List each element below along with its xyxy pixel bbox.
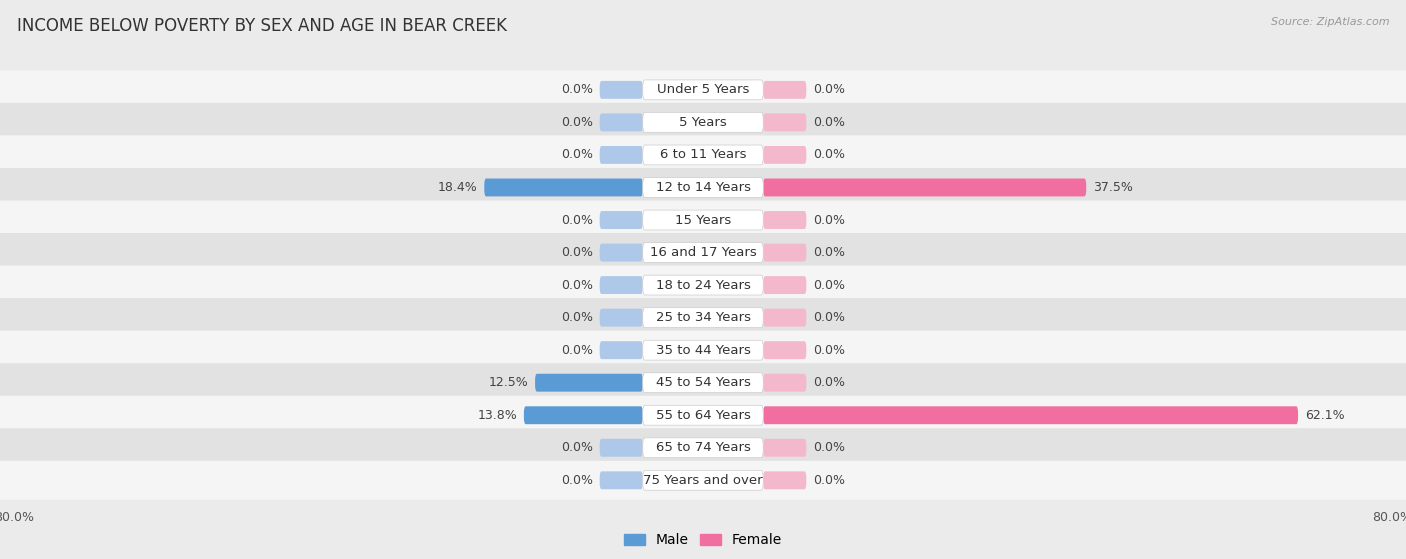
FancyBboxPatch shape: [763, 244, 807, 262]
FancyBboxPatch shape: [643, 438, 763, 458]
Text: 0.0%: 0.0%: [561, 246, 593, 259]
FancyBboxPatch shape: [599, 113, 643, 131]
FancyBboxPatch shape: [599, 81, 643, 99]
FancyBboxPatch shape: [599, 211, 643, 229]
FancyBboxPatch shape: [599, 439, 643, 457]
Text: 13.8%: 13.8%: [477, 409, 517, 421]
FancyBboxPatch shape: [536, 374, 643, 392]
Text: 5 Years: 5 Years: [679, 116, 727, 129]
Text: 0.0%: 0.0%: [813, 278, 845, 292]
FancyBboxPatch shape: [599, 244, 643, 262]
Text: 15 Years: 15 Years: [675, 214, 731, 226]
FancyBboxPatch shape: [643, 275, 763, 295]
FancyBboxPatch shape: [0, 168, 1406, 207]
FancyBboxPatch shape: [0, 201, 1406, 240]
Text: 0.0%: 0.0%: [813, 214, 845, 226]
FancyBboxPatch shape: [643, 210, 763, 230]
Text: 0.0%: 0.0%: [561, 214, 593, 226]
Text: 0.0%: 0.0%: [813, 116, 845, 129]
Text: Source: ZipAtlas.com: Source: ZipAtlas.com: [1271, 17, 1389, 27]
Text: 0.0%: 0.0%: [813, 376, 845, 389]
Text: 12.5%: 12.5%: [488, 376, 529, 389]
Text: 6 to 11 Years: 6 to 11 Years: [659, 149, 747, 162]
Text: 0.0%: 0.0%: [561, 344, 593, 357]
FancyBboxPatch shape: [599, 471, 643, 489]
FancyBboxPatch shape: [643, 373, 763, 392]
Legend: Male, Female: Male, Female: [619, 528, 787, 553]
Text: 45 to 54 Years: 45 to 54 Years: [655, 376, 751, 389]
FancyBboxPatch shape: [643, 340, 763, 360]
Text: 16 and 17 Years: 16 and 17 Years: [650, 246, 756, 259]
Text: 12 to 14 Years: 12 to 14 Years: [655, 181, 751, 194]
Text: 37.5%: 37.5%: [1092, 181, 1133, 194]
Text: 0.0%: 0.0%: [561, 474, 593, 487]
Text: 0.0%: 0.0%: [561, 116, 593, 129]
Text: 0.0%: 0.0%: [561, 441, 593, 454]
Text: 0.0%: 0.0%: [561, 149, 593, 162]
FancyBboxPatch shape: [0, 363, 1406, 402]
FancyBboxPatch shape: [599, 276, 643, 294]
FancyBboxPatch shape: [763, 406, 1298, 424]
Text: 18 to 24 Years: 18 to 24 Years: [655, 278, 751, 292]
FancyBboxPatch shape: [763, 471, 807, 489]
FancyBboxPatch shape: [763, 81, 807, 99]
FancyBboxPatch shape: [643, 307, 763, 328]
Text: 0.0%: 0.0%: [813, 246, 845, 259]
Text: 0.0%: 0.0%: [813, 149, 845, 162]
FancyBboxPatch shape: [643, 145, 763, 165]
FancyBboxPatch shape: [643, 471, 763, 490]
Text: INCOME BELOW POVERTY BY SEX AND AGE IN BEAR CREEK: INCOME BELOW POVERTY BY SEX AND AGE IN B…: [17, 17, 508, 35]
Text: Under 5 Years: Under 5 Years: [657, 83, 749, 96]
FancyBboxPatch shape: [599, 146, 643, 164]
FancyBboxPatch shape: [763, 146, 807, 164]
FancyBboxPatch shape: [0, 266, 1406, 305]
Text: 75 Years and over: 75 Years and over: [643, 474, 763, 487]
Text: 0.0%: 0.0%: [813, 311, 845, 324]
FancyBboxPatch shape: [643, 80, 763, 100]
FancyBboxPatch shape: [763, 374, 807, 392]
FancyBboxPatch shape: [0, 103, 1406, 142]
FancyBboxPatch shape: [0, 396, 1406, 435]
FancyBboxPatch shape: [0, 233, 1406, 272]
FancyBboxPatch shape: [0, 461, 1406, 500]
FancyBboxPatch shape: [599, 341, 643, 359]
FancyBboxPatch shape: [763, 309, 807, 326]
Text: 0.0%: 0.0%: [561, 311, 593, 324]
Text: 62.1%: 62.1%: [1305, 409, 1344, 421]
Text: 25 to 34 Years: 25 to 34 Years: [655, 311, 751, 324]
FancyBboxPatch shape: [643, 178, 763, 197]
Text: 65 to 74 Years: 65 to 74 Years: [655, 441, 751, 454]
FancyBboxPatch shape: [599, 309, 643, 326]
FancyBboxPatch shape: [643, 243, 763, 263]
Text: 0.0%: 0.0%: [813, 344, 845, 357]
FancyBboxPatch shape: [0, 428, 1406, 467]
Text: 0.0%: 0.0%: [813, 441, 845, 454]
Text: 0.0%: 0.0%: [561, 83, 593, 96]
Text: 18.4%: 18.4%: [437, 181, 478, 194]
FancyBboxPatch shape: [763, 276, 807, 294]
FancyBboxPatch shape: [643, 112, 763, 132]
FancyBboxPatch shape: [763, 341, 807, 359]
Text: 35 to 44 Years: 35 to 44 Years: [655, 344, 751, 357]
FancyBboxPatch shape: [524, 406, 643, 424]
FancyBboxPatch shape: [763, 439, 807, 457]
FancyBboxPatch shape: [0, 70, 1406, 110]
Text: 0.0%: 0.0%: [813, 83, 845, 96]
Text: 0.0%: 0.0%: [813, 474, 845, 487]
FancyBboxPatch shape: [0, 298, 1406, 337]
FancyBboxPatch shape: [0, 135, 1406, 174]
FancyBboxPatch shape: [763, 113, 807, 131]
Text: 0.0%: 0.0%: [561, 278, 593, 292]
FancyBboxPatch shape: [0, 330, 1406, 369]
FancyBboxPatch shape: [643, 405, 763, 425]
FancyBboxPatch shape: [763, 178, 1087, 196]
Text: 55 to 64 Years: 55 to 64 Years: [655, 409, 751, 421]
FancyBboxPatch shape: [763, 211, 807, 229]
FancyBboxPatch shape: [484, 178, 643, 196]
